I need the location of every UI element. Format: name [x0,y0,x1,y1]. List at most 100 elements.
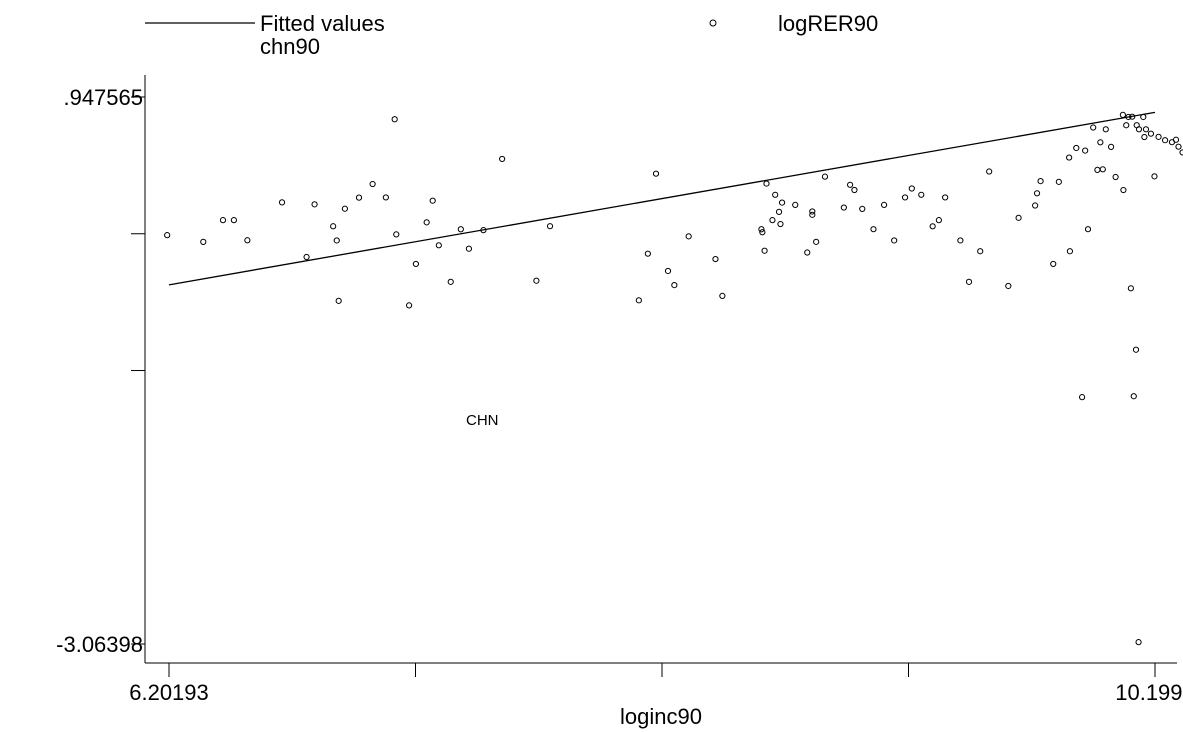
data-point [759,229,766,236]
data-point [341,205,348,212]
x-axis-ticks: 6.20193 10.1996 [129,663,1183,705]
data-point [457,226,464,233]
data-point [447,278,454,285]
legend-logrer-label: logRER90 [778,11,878,36]
y-tick-label: .947565 [63,85,143,110]
data-point [965,278,973,285]
data-point [1141,133,1148,141]
data-point [804,249,811,256]
data-point [1142,126,1150,133]
point-labels: CHN [466,412,499,429]
data-point [870,226,877,233]
data-point [278,199,286,206]
data-point [391,116,398,123]
data-point [1097,139,1104,146]
data-point [406,302,413,309]
data-point [1112,173,1119,181]
data-point [1130,393,1137,400]
data-point [792,201,799,208]
data-point [777,220,784,228]
fitted-line [168,111,1156,286]
data-point [1032,202,1039,209]
data-point [244,237,251,244]
data-point [1073,144,1080,152]
data-point [164,232,171,239]
data-point [712,255,719,263]
data-point [813,238,820,245]
data-point [533,277,540,284]
data-point [671,281,678,289]
data-point [330,223,337,230]
data-point [1015,214,1022,221]
data-point [1033,190,1041,197]
data-point [719,292,726,300]
data-point [778,199,786,206]
legend-fitted-label: Fitted values [260,11,385,36]
data-point [809,211,816,218]
data-point [423,219,430,226]
legend-chn-label: chn90 [260,34,320,59]
data-point [369,180,376,188]
data-point [957,237,964,244]
data-point [1099,166,1106,173]
data-point [685,233,692,240]
data-point [200,238,207,245]
data-point [1005,282,1012,290]
y-axis-ticks: .947565 -3.06398 [56,85,145,657]
data-point [1055,178,1062,185]
data-point [1107,143,1115,150]
data-point [1090,124,1097,131]
data-point [880,201,888,208]
data-point [908,185,915,192]
data-point [891,237,898,244]
data-point [335,297,342,304]
data-point [929,223,936,230]
data-point [918,191,925,198]
data-point [429,197,436,204]
data-point [851,186,858,194]
data-point [1078,394,1086,401]
data-point [846,181,854,188]
data-point [821,173,829,180]
data-point [499,155,506,163]
data-point [1135,126,1143,133]
data-point [664,267,672,275]
data-point [393,231,400,238]
data-point [480,227,487,234]
data-point [809,208,816,215]
data-point [935,217,942,224]
x-axis-title: loginc90 [620,704,702,729]
data-point [1135,639,1142,646]
data-point [635,297,642,304]
data-point [333,237,340,244]
y-tick-label: -3.06398 [56,632,143,657]
data-point [769,217,776,224]
data-point [382,194,389,201]
data-point [311,201,318,208]
data-point [230,217,238,224]
data-point [761,247,768,254]
data-point [1050,260,1057,268]
data-point [1082,147,1089,154]
data-point [1066,154,1073,161]
data-point [219,217,227,224]
data-point [1119,111,1126,118]
data-point [1094,166,1101,173]
data-point [355,194,363,201]
data-point [412,260,420,268]
data-point [772,191,779,198]
data-point [1066,248,1074,255]
data-point [1037,177,1044,185]
x-tick-label: 6.20193 [129,680,209,705]
data-point [1132,346,1140,353]
data-point [1084,226,1092,233]
data-point [840,204,847,211]
data-point [1172,136,1180,143]
data-point [1155,133,1162,140]
data-point [977,248,984,255]
data-point [901,194,909,201]
data-point [1102,126,1109,133]
data-point [763,180,770,187]
data-point [303,253,310,261]
